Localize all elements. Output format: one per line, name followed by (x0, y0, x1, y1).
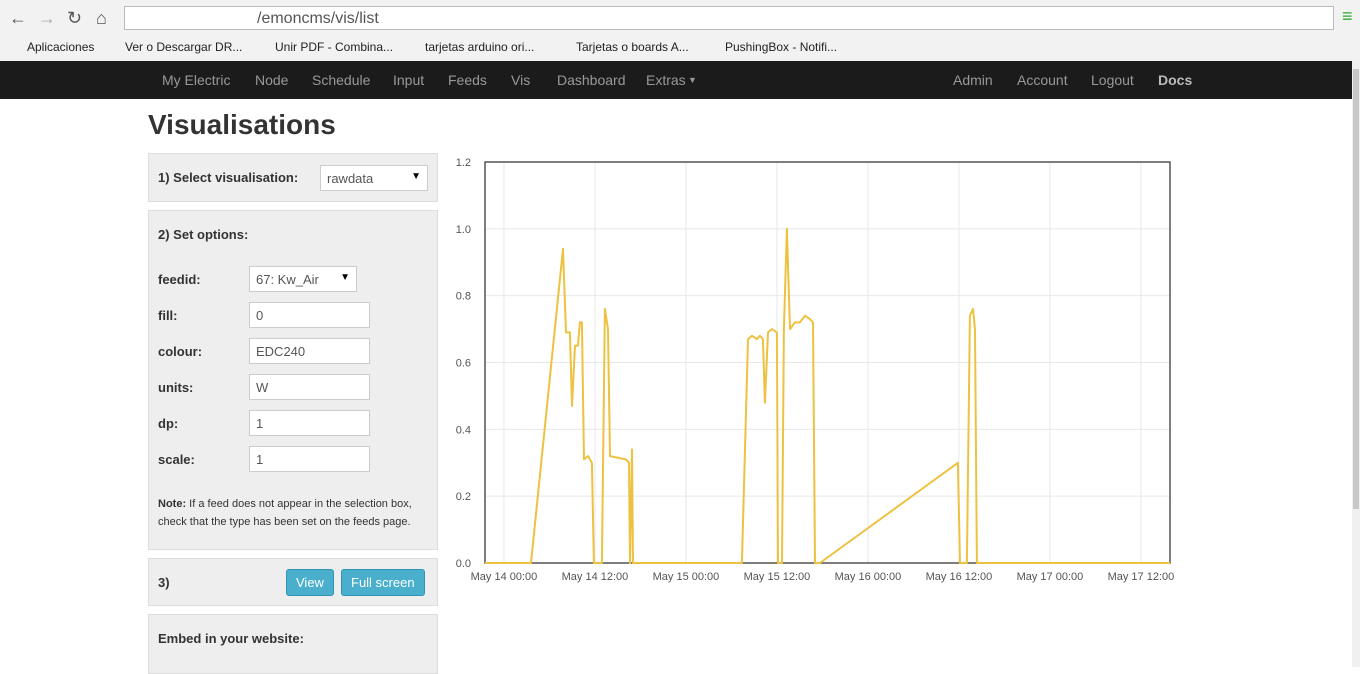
page-title: Visualisations (148, 109, 336, 140)
note: Note: If a feed does not appear in the s… (158, 495, 433, 531)
field-label: dp: (158, 416, 179, 431)
nav-link[interactable]: Schedule (312, 72, 371, 88)
nav-link[interactable]: Feeds (448, 72, 487, 88)
nav-link[interactable]: Dashboard (557, 72, 626, 88)
caret: ▼ (340, 272, 350, 283)
fullscreen-button[interactable]: Full screen (341, 569, 425, 596)
field-label: scale: (158, 452, 195, 467)
nav-link[interactable]: Node (255, 72, 289, 88)
x-tick-label: May 15 00:00 (653, 571, 720, 583)
y-tick-label: 1.2 (456, 157, 471, 169)
back-button[interactable]: ← (9, 8, 27, 28)
nav-link[interactable]: Vis (511, 72, 531, 88)
options-panel: 2) Set options: feedid: 67: Kw_Air ▼ fill: 0… (148, 210, 438, 550)
feed-select[interactable]: 67: Kw_Air ▼ (249, 266, 357, 292)
x-tick-label: May 14 12:00 (562, 571, 629, 583)
x-tick-label: May 14 00:00 (471, 571, 538, 583)
bookmark[interactable]: tarjetas arduino ori... (425, 40, 535, 54)
text-input[interactable]: 1 (249, 446, 370, 472)
bookmark[interactable]: Aplicaciones (27, 40, 95, 54)
field-label: feedid: (158, 272, 201, 287)
y-tick-label: 0.0 (456, 558, 471, 570)
y-tick-label: 0.4 (456, 424, 471, 436)
browser-toolbar: ← → ↻ ⌂ /emoncms/vis/list ≡ (0, 0, 1360, 36)
embed-label: Embed in your website: (158, 631, 304, 646)
nav-link[interactable]: Admin (953, 72, 993, 88)
y-tick-label: 0.2 (456, 491, 471, 503)
x-tick-label: May 16 12:00 (926, 571, 993, 583)
text-input[interactable]: 0 (249, 302, 370, 328)
nav-link[interactable]: My Electric (162, 72, 231, 88)
bookmark[interactable]: Unir PDF - Combina... (275, 40, 394, 54)
note-bold: Note: (158, 498, 187, 510)
text-input[interactable]: W (249, 374, 370, 400)
field-label: colour: (158, 344, 203, 359)
data-line (485, 227, 1170, 564)
url-text: /emoncms/vis/list (257, 10, 379, 27)
nav-link[interactable]: Docs (1158, 72, 1193, 88)
y-tick-label: 0.8 (456, 291, 471, 303)
home-button[interactable]: ⌂ (96, 8, 107, 28)
y-tick-label: 1.0 (456, 224, 471, 236)
step3-panel: 3) View Full screen (148, 558, 438, 606)
select-label: 1) Select visualisation: (158, 170, 299, 185)
vis-select[interactable]: rawdata ▼ (320, 165, 428, 191)
reload-button[interactable]: ↻ (67, 8, 83, 28)
x-tick-label: May 17 12:00 (1108, 571, 1175, 583)
forward-button[interactable]: → (38, 8, 56, 28)
nav-link[interactable]: Input (393, 72, 425, 88)
address-bar[interactable]: /emoncms/vis/list (124, 6, 1334, 30)
note-text: If a feed does not appear in the selecti… (158, 498, 412, 528)
text-input[interactable]: EDC240 (249, 338, 370, 364)
navbar: My Electric Node Schedule Input Feeds Vi… (0, 61, 1352, 99)
field-label: units: (158, 380, 194, 395)
y-tick-label: 0.6 (456, 358, 471, 370)
bookmarks-bar: Aplicaciones Ver o Descargar DR... Unir … (0, 36, 1360, 62)
nav-link[interactable]: Account (1017, 72, 1068, 88)
menu-button[interactable]: ≡ (1342, 6, 1353, 26)
step3-label: 3) (158, 575, 170, 590)
bookmark[interactable]: Tarjetas o boards A... (576, 40, 689, 54)
plot-border (484, 161, 1171, 564)
nav-link[interactable]: Logout (1091, 72, 1134, 88)
view-button[interactable]: View (286, 569, 334, 596)
scrollbar[interactable] (1352, 61, 1360, 667)
dropdown-caret: ▼ (688, 75, 697, 85)
options-title: 2) Set options: (158, 227, 249, 242)
x-tick-label: May 15 12:00 (744, 571, 811, 583)
select-panel: 1) Select visualisation: rawdata ▼ (148, 153, 438, 202)
x-tick-label: May 16 00:00 (835, 571, 902, 583)
scroll-thumb[interactable] (1353, 69, 1359, 509)
bookmark[interactable]: PushingBox - Notifi... (725, 40, 838, 54)
select-value: rawdata (327, 171, 374, 186)
bookmark[interactable]: Ver o Descargar DR... (125, 40, 243, 54)
field-label: fill: (158, 308, 178, 323)
caret: ▼ (411, 171, 421, 182)
text-input[interactable]: 1 (249, 410, 370, 436)
x-tick-label: May 17 00:00 (1017, 571, 1084, 583)
nav-link[interactable]: Extras (646, 72, 686, 88)
embed-panel: Embed in your website: (148, 614, 438, 674)
